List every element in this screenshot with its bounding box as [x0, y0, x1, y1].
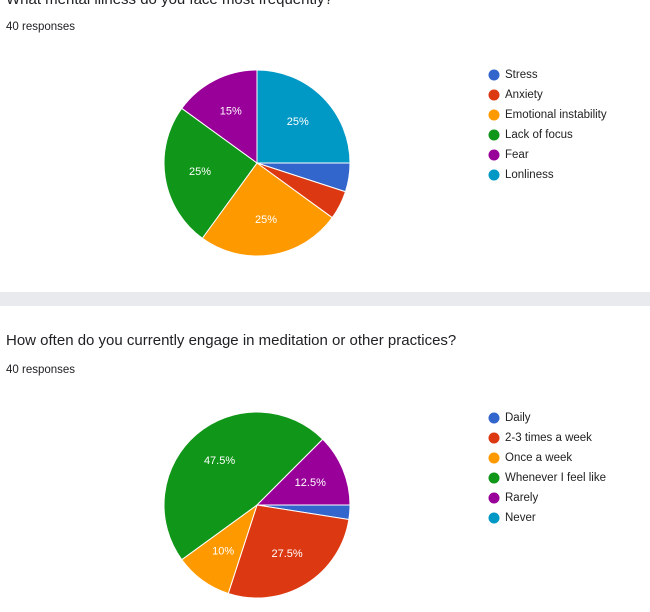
- slice-label: 12.5%: [295, 477, 326, 489]
- legend-label: Fear: [505, 149, 529, 161]
- legend-marker: [488, 169, 500, 181]
- legend-label: Once a week: [505, 452, 572, 464]
- slice-label: 27.5%: [272, 548, 303, 560]
- legend-marker: [488, 512, 500, 524]
- legend-label: Whenever I feel like: [505, 472, 606, 484]
- legend-marker: [488, 69, 500, 81]
- slice-label: 47.5%: [204, 455, 235, 467]
- legend-marker: [488, 472, 500, 484]
- slice-label: 10%: [212, 546, 234, 558]
- slice-label: 25%: [287, 116, 309, 128]
- pie-slice: [163, 107, 258, 239]
- legend-marker: [488, 89, 500, 101]
- legend-label: Lack of focus: [505, 129, 573, 141]
- legend-label: Stress: [505, 69, 538, 81]
- response-count: 40 responses: [6, 21, 75, 33]
- legend-label: Rarely: [505, 492, 538, 504]
- legend-marker: [488, 432, 500, 444]
- legend-marker: [488, 129, 500, 141]
- divider: [0, 292, 650, 306]
- legend-marker: [488, 412, 500, 424]
- pie-slice: [255, 438, 351, 506]
- legend-label: Daily: [505, 412, 531, 424]
- pie-slice: [227, 504, 350, 599]
- legend-label: Lonliness: [505, 169, 554, 181]
- legend-label: 2-3 times a week: [505, 432, 592, 444]
- legend-marker: [488, 492, 500, 504]
- legend-marker: [488, 149, 500, 161]
- legend-marker: [488, 109, 500, 121]
- legend-label: Never: [505, 512, 536, 524]
- pie-slice: [163, 411, 324, 561]
- slice-label: 15%: [220, 106, 242, 118]
- pie-slice: [256, 69, 351, 164]
- pie-slice: [201, 162, 333, 257]
- legend-label: Emotional instability: [505, 109, 607, 121]
- pie-slice: [181, 69, 258, 164]
- legend-marker: [488, 452, 500, 464]
- slice-label: 25%: [255, 214, 277, 226]
- legend-label: Anxiety: [505, 89, 543, 101]
- response-count: 40 responses: [6, 364, 75, 376]
- question-title: How often do you currently engage in med…: [6, 332, 456, 349]
- slice-label: 25%: [189, 166, 211, 178]
- question-title: What mental illness do you face most fre…: [6, 0, 333, 8]
